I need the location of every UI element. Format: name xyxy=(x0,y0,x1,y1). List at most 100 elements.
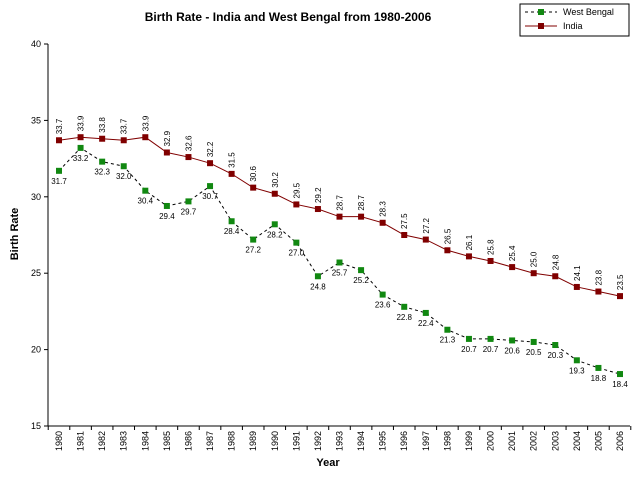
data-point-west-bengal xyxy=(163,202,170,209)
y-tick-label: 15 xyxy=(31,421,41,431)
x-tick-label: 1983 xyxy=(119,431,129,451)
data-point-west-bengal xyxy=(509,337,516,344)
data-label-india: 33.7 xyxy=(55,118,64,134)
y-tick-label: 35 xyxy=(31,115,41,125)
x-tick-label: 1982 xyxy=(97,431,107,451)
data-label-west-bengal: 18.8 xyxy=(591,374,607,383)
x-tick-label: 1993 xyxy=(335,431,345,451)
data-label-west-bengal: 20.7 xyxy=(483,345,499,354)
data-point-india xyxy=(465,253,472,260)
legend: West Bengal India xyxy=(519,3,630,37)
data-point-west-bengal xyxy=(120,163,127,170)
data-point-india xyxy=(314,206,321,213)
data-label-india: 26.1 xyxy=(465,234,474,250)
x-tick-label: 1981 xyxy=(76,431,86,451)
y-tick-label: 30 xyxy=(31,192,41,202)
data-point-west-bengal xyxy=(573,357,580,364)
x-tick-label: 1986 xyxy=(183,431,193,451)
data-label-india: 23.8 xyxy=(594,269,603,285)
data-point-west-bengal xyxy=(379,291,386,298)
x-tick-label: 1980 xyxy=(54,431,64,451)
series-india: 33.7 33.9 33.8 33.7 33.9 32.9 32.6 32.2 31.5 30.6… xyxy=(55,115,625,300)
data-point-west-bengal xyxy=(56,167,62,174)
data-point-west-bengal xyxy=(530,338,537,345)
x-ticks: 1980 1981 1982 1983 1984 1985 1986 1987 1988 1989… xyxy=(47,426,632,451)
data-point-india xyxy=(573,283,580,290)
data-point-india xyxy=(487,257,494,264)
legend-marker-west-bengal xyxy=(538,9,544,15)
x-tick-label: 1994 xyxy=(356,431,366,451)
data-point-india xyxy=(336,213,343,220)
data-point-india xyxy=(379,219,386,226)
x-tick-label: 1992 xyxy=(313,431,323,451)
data-point-india xyxy=(595,288,602,295)
x-tick-label: 1998 xyxy=(442,431,452,451)
data-label-india: 24.8 xyxy=(551,254,560,270)
x-tick-label: 2003 xyxy=(550,431,560,451)
data-point-india xyxy=(228,170,235,177)
x-tick-label: 2006 xyxy=(615,431,625,451)
y-tick-label: 40 xyxy=(31,39,41,49)
data-label-west-bengal: 29.4 xyxy=(159,212,175,221)
data-label-west-bengal: 22.4 xyxy=(418,319,434,328)
data-label-india: 26.5 xyxy=(443,228,452,244)
data-label-india: 33.8 xyxy=(98,117,107,133)
x-tick-label: 1995 xyxy=(378,431,388,451)
data-point-west-bengal xyxy=(487,335,494,342)
data-label-west-bengal: 32.3 xyxy=(94,168,110,177)
data-label-west-bengal: 27.0 xyxy=(289,249,305,258)
series-line-west-bengal xyxy=(58,147,621,375)
data-label-india: 32.9 xyxy=(163,130,172,146)
data-point-west-bengal xyxy=(142,187,149,194)
data-point-west-bengal xyxy=(401,303,408,310)
data-label-india: 27.5 xyxy=(400,213,409,229)
x-tick-label: 1989 xyxy=(248,431,258,451)
x-tick-label: 2000 xyxy=(486,431,496,451)
data-label-india: 32.2 xyxy=(206,141,215,157)
y-tick-label: 20 xyxy=(31,345,41,355)
chart-title: Birth Rate - India and West Bengal from … xyxy=(145,10,432,24)
data-label-india: 23.5 xyxy=(616,274,625,290)
data-point-india xyxy=(422,236,429,243)
data-label-west-bengal: 29.7 xyxy=(181,207,197,216)
data-point-west-bengal xyxy=(595,364,602,371)
y-ticks: 15 20 25 30 35 40 xyxy=(31,39,48,431)
data-point-west-bengal xyxy=(207,183,214,190)
data-point-india xyxy=(185,154,192,161)
data-label-west-bengal: 31.7 xyxy=(51,177,67,186)
data-point-india xyxy=(56,137,62,144)
x-tick-label: 1999 xyxy=(464,431,474,451)
data-label-india: 29.2 xyxy=(314,187,323,203)
data-point-west-bengal xyxy=(552,342,559,349)
data-point-india xyxy=(617,293,623,300)
x-tick-label: 1997 xyxy=(421,431,431,451)
y-axis-title: Birth Rate xyxy=(9,208,21,261)
data-label-west-bengal: 25.2 xyxy=(353,276,369,285)
data-label-india: 33.9 xyxy=(77,115,86,131)
data-point-india xyxy=(142,134,149,141)
data-label-india: 31.5 xyxy=(228,152,237,168)
data-point-west-bengal xyxy=(271,221,278,228)
data-label-india: 29.5 xyxy=(292,182,301,198)
x-tick-label: 1985 xyxy=(162,431,172,451)
legend-label-west-bengal: West Bengal xyxy=(563,7,614,17)
data-label-west-bengal: 30.7 xyxy=(202,192,218,201)
data-label-west-bengal: 20.5 xyxy=(526,348,542,357)
legend-marker-india xyxy=(538,23,544,29)
x-tick-label: 2005 xyxy=(593,431,603,451)
series-layer: 31.7 33.2 32.3 32.0 30.4 29.4 29.7 30.7 28.4 27.2… xyxy=(51,115,628,389)
data-label-west-bengal: 21.3 xyxy=(440,336,456,345)
data-label-west-bengal: 23.6 xyxy=(375,301,391,310)
data-label-india: 32.6 xyxy=(184,135,193,151)
data-point-west-bengal xyxy=(77,144,84,151)
data-point-west-bengal xyxy=(422,309,429,316)
data-label-west-bengal: 20.6 xyxy=(504,346,520,355)
x-tick-label: 1996 xyxy=(399,431,409,451)
series-west-bengal: 31.7 33.2 32.3 32.0 30.4 29.4 29.7 30.7 28.4 27.2… xyxy=(51,144,628,389)
data-point-india xyxy=(530,270,537,277)
x-tick-label: 2001 xyxy=(507,431,517,451)
data-label-india: 30.2 xyxy=(271,172,280,188)
data-point-west-bengal xyxy=(314,273,321,280)
